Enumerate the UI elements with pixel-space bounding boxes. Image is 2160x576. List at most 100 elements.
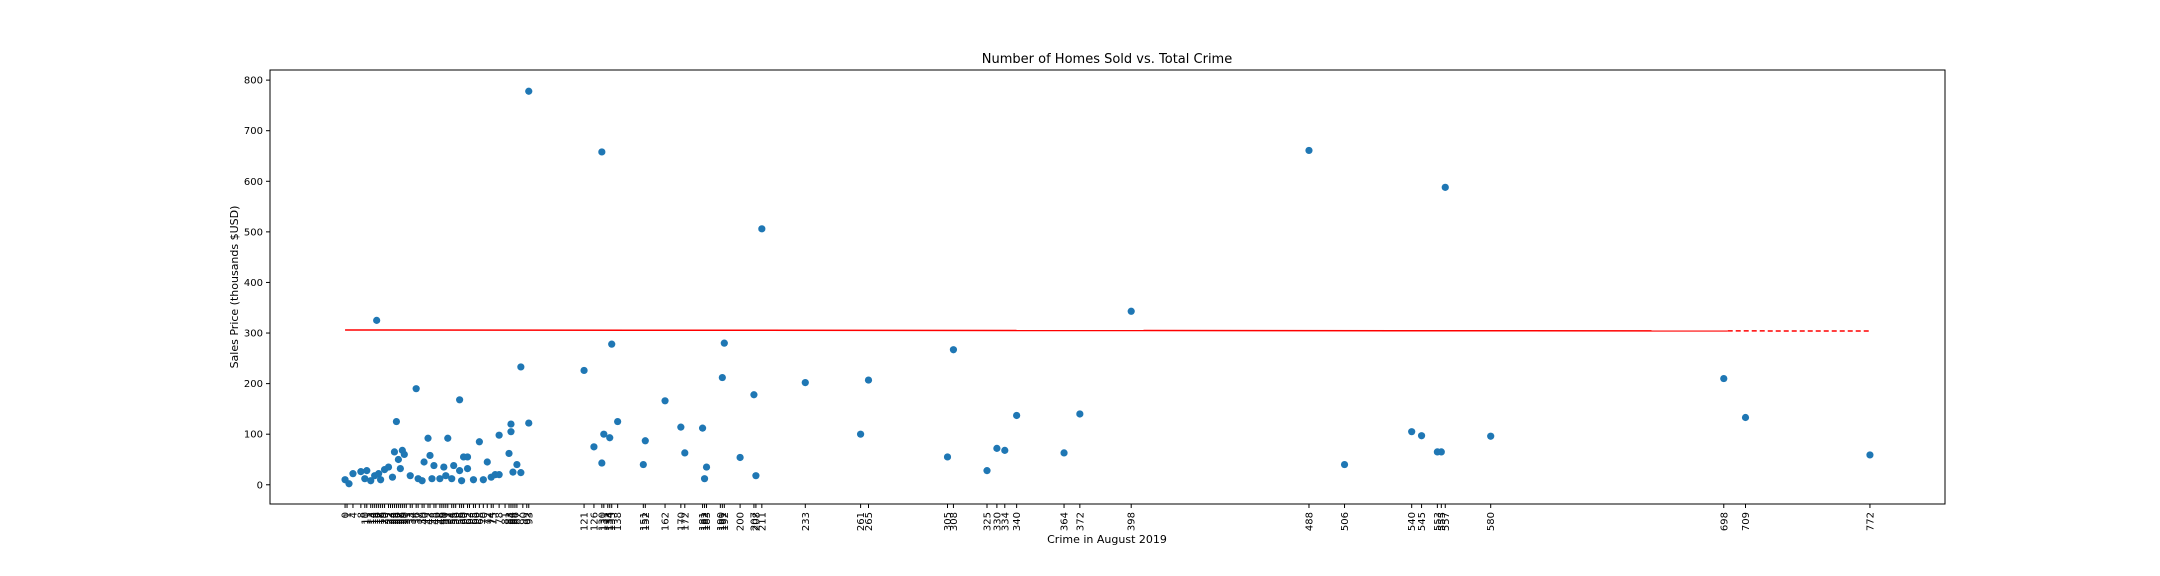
x-tick-label: 42: [424, 512, 435, 525]
data-point: [1305, 146, 1313, 155]
data-point: [507, 420, 515, 428]
x-tick-label: 545: [1417, 512, 1428, 531]
x-tick-label: 211: [757, 512, 768, 531]
data-point: [677, 423, 685, 431]
data-point: [418, 477, 426, 485]
x-tick-label: 27: [394, 512, 405, 525]
x-tick-label: 709: [1741, 512, 1752, 531]
x-axis-label: Crime in August 2019: [1047, 533, 1167, 546]
x-tick-label: 506: [1340, 512, 1351, 531]
x-tick-label: 75: [489, 512, 500, 525]
data-point: [394, 455, 402, 464]
x-tick-label: 364: [1060, 512, 1071, 531]
chart-title: Number of Homes Sold vs. Total Crime: [982, 52, 1232, 67]
data-point: [758, 225, 766, 233]
x-tick-label: 81: [501, 512, 512, 525]
x-tick-label: 70: [479, 512, 490, 525]
data-point: [1417, 432, 1426, 440]
data-point: [1741, 413, 1750, 422]
data-point: [864, 376, 873, 384]
data-point: [430, 461, 438, 470]
data-point: [517, 469, 525, 477]
x-tick-label: 698: [1719, 512, 1730, 531]
data-point: [507, 428, 515, 436]
data-point: [752, 472, 760, 480]
data-point: [736, 453, 744, 462]
x-tick-label: 134: [605, 512, 616, 531]
x-tick-label: 22: [384, 512, 395, 525]
x-tick-label: 130: [597, 512, 608, 531]
x-tick-label: 772: [1865, 512, 1876, 531]
x-tick-label: 334: [1000, 512, 1011, 531]
x-tick-label: 121: [580, 512, 591, 531]
x-tick-label: 11: [362, 512, 373, 525]
data-point: [463, 453, 472, 461]
x-tick-label: 59: [457, 512, 468, 525]
data-point: [375, 470, 383, 478]
x-tick-label: 25: [390, 512, 401, 525]
x-tick-label: 0: [341, 512, 352, 518]
data-point: [392, 417, 401, 426]
data-point: [700, 475, 709, 483]
x-tick-label: 398: [1127, 512, 1138, 531]
data-point: [384, 463, 393, 471]
plot-layer: 0100200300400500600700800014810111314151…: [244, 76, 1877, 531]
x-tick-label: 51: [441, 512, 452, 525]
x-tick-label: 45: [429, 512, 440, 525]
x-tick-label: 133: [603, 512, 614, 531]
x-tick-label: 126: [589, 512, 600, 531]
x-tick-label: 181: [698, 512, 709, 531]
x-tick-label: 305: [943, 512, 954, 531]
data-point: [606, 434, 614, 442]
data-point: [442, 472, 450, 480]
x-tick-label: 86: [510, 512, 521, 525]
data-point: [361, 475, 369, 483]
y-tick-label: 200: [244, 379, 263, 390]
x-tick-label: 261: [856, 512, 867, 531]
x-tick-label: 60: [459, 512, 470, 525]
x-tick-label: 13: [366, 512, 377, 525]
x-tick-label: 84: [506, 512, 517, 525]
x-tick-label: 28: [396, 512, 407, 525]
trend-line: [345, 329, 1728, 332]
data-point: [509, 468, 517, 476]
data-point: [363, 467, 371, 475]
data-point: [1076, 410, 1084, 418]
data-point: [639, 460, 647, 469]
data-point: [428, 475, 436, 483]
data-point: [475, 438, 483, 446]
x-tick-label: 74: [487, 512, 498, 525]
x-tick-label: 580: [1486, 512, 1497, 531]
data-point: [357, 468, 365, 476]
data-point: [448, 475, 456, 483]
data-point: [1408, 428, 1416, 436]
x-tick-label: 172: [680, 512, 691, 531]
x-tick-label: 18: [376, 512, 387, 525]
x-tick-label: 10: [360, 512, 371, 525]
x-tick-label: 62: [463, 512, 474, 525]
x-tick-label: 207: [749, 512, 760, 531]
data-point: [406, 472, 414, 480]
data-point: [495, 471, 503, 479]
x-tick-label: 87: [512, 512, 523, 525]
x-tick-label: 233: [801, 512, 812, 531]
x-tick-label: 93: [524, 512, 535, 525]
data-point: [580, 366, 588, 375]
data-point: [1127, 307, 1135, 315]
x-tick-label: 182: [700, 512, 711, 531]
y-tick-label: 100: [244, 430, 263, 441]
x-tick-label: 1: [343, 512, 354, 518]
data-point: [801, 379, 809, 387]
x-tick-label: 325: [983, 512, 994, 531]
data-point: [505, 449, 513, 458]
x-tick-label: 4: [348, 512, 359, 518]
x-tick-label: 54: [447, 512, 458, 525]
x-tick-label: 540: [1407, 512, 1418, 531]
data-point: [456, 396, 464, 404]
x-tick-label: 90: [518, 512, 529, 525]
x-tick-label: 78: [495, 512, 506, 525]
x-tick-label: 14: [368, 512, 379, 525]
data-point: [718, 373, 726, 382]
